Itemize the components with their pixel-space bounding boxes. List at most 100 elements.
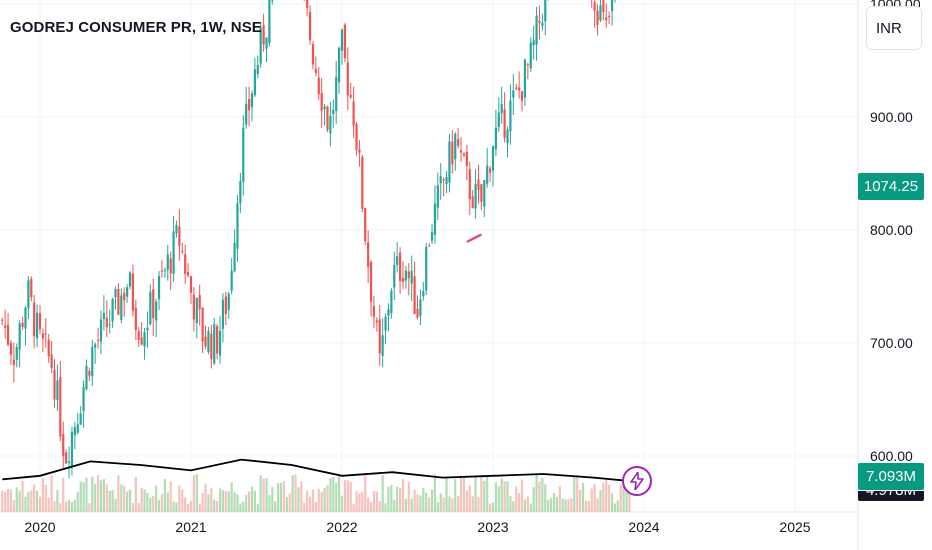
candle-body xyxy=(451,141,454,165)
volume-bar xyxy=(314,501,317,512)
volume-bar xyxy=(593,484,596,512)
candle-body xyxy=(12,359,15,365)
volume-bar xyxy=(277,483,280,512)
volume-bar xyxy=(390,484,393,512)
volume-bar xyxy=(102,479,105,512)
volume-bar xyxy=(259,475,262,512)
x-axis: 2020 2021 2022 2023 2024 2025 xyxy=(24,519,810,535)
volume-bar xyxy=(419,495,422,512)
volume-bar xyxy=(172,501,175,512)
volume-bar xyxy=(459,475,463,512)
candle-body xyxy=(207,331,210,352)
volume-bar xyxy=(239,503,242,512)
candle-body xyxy=(329,115,332,134)
volume-bar xyxy=(204,483,207,512)
candle-body xyxy=(21,322,24,327)
volume-ma-value: 4.978M xyxy=(858,491,924,499)
candle-body xyxy=(526,64,529,66)
volume-bar xyxy=(297,487,300,512)
candle-body xyxy=(387,309,390,316)
volume-bar xyxy=(140,487,143,512)
volume-bar xyxy=(486,476,489,512)
volume-bar xyxy=(96,474,100,512)
candle-body xyxy=(50,354,53,369)
volume-bar xyxy=(381,474,384,512)
candle-body xyxy=(317,77,320,95)
volume-bar xyxy=(175,502,178,512)
volume-bar xyxy=(247,491,251,512)
candle-body xyxy=(126,287,129,297)
candle-body xyxy=(163,269,166,271)
candle-body xyxy=(459,150,463,153)
volume-bar xyxy=(428,497,431,512)
volume-bar xyxy=(56,489,59,512)
candle-body xyxy=(311,44,315,65)
volume-bar xyxy=(195,474,198,512)
volume-bar xyxy=(625,474,628,512)
volume-bar xyxy=(67,499,71,512)
volume-bar xyxy=(137,503,140,512)
volume-bar xyxy=(337,474,341,512)
candle-body xyxy=(506,129,509,144)
candle-body xyxy=(445,176,448,184)
volume-bar xyxy=(587,500,590,512)
volume-bar xyxy=(509,496,512,512)
volume-bar xyxy=(306,490,309,512)
volume-bar xyxy=(65,501,68,512)
candle-body xyxy=(56,380,59,401)
volume-bar xyxy=(12,500,15,512)
candle-body xyxy=(532,40,535,46)
candle-body xyxy=(396,256,399,265)
volume-bar xyxy=(126,491,129,512)
volume-bar xyxy=(619,484,622,512)
volume-bar xyxy=(442,497,445,512)
candle-body xyxy=(76,424,79,433)
candle-body xyxy=(201,307,204,342)
candle-body xyxy=(189,276,193,293)
volume-bar xyxy=(62,477,65,512)
volume-bar xyxy=(213,499,216,512)
volume-bar xyxy=(346,479,349,512)
volume-bar xyxy=(224,491,227,512)
candle-body xyxy=(352,101,355,126)
candle-body xyxy=(128,272,132,287)
volume-bar xyxy=(207,494,210,512)
candle-body xyxy=(218,330,222,356)
candle-body xyxy=(67,461,71,464)
volume-bar xyxy=(416,494,419,512)
candle-body xyxy=(91,346,94,377)
candle-body xyxy=(157,275,161,300)
candle-body xyxy=(213,324,216,364)
volume-bar xyxy=(274,501,277,512)
candle-body xyxy=(94,344,97,348)
volume-bar xyxy=(253,490,256,512)
candle-body xyxy=(471,196,474,209)
volume-bar xyxy=(488,503,492,512)
candle-body xyxy=(99,319,103,342)
volume-bar xyxy=(76,491,79,512)
volume-bar xyxy=(189,501,193,512)
volume-bar xyxy=(474,475,477,512)
candle-body xyxy=(6,324,10,345)
candle-body xyxy=(523,59,527,98)
volume-bar xyxy=(108,490,111,512)
volume-bar xyxy=(352,503,355,512)
volume-bar xyxy=(616,500,619,512)
volume-bar xyxy=(422,487,425,512)
candle-body xyxy=(361,157,364,209)
currency-button[interactable]: INR xyxy=(866,6,922,50)
candle-body xyxy=(425,247,428,291)
volume-bar xyxy=(558,486,561,512)
volume-bar xyxy=(364,475,367,512)
y-tick-label: 600.00 xyxy=(870,448,913,464)
volume-bar xyxy=(491,502,495,512)
alert-button[interactable] xyxy=(622,466,652,496)
volume-ma-badge: 4.978M xyxy=(858,491,924,501)
y-tick-label: 700.00 xyxy=(870,335,913,351)
volume-bar xyxy=(497,486,500,512)
volume-bar xyxy=(166,492,169,512)
volume-bar xyxy=(628,483,631,512)
volume-bar xyxy=(378,501,381,512)
volume-bar xyxy=(131,503,135,512)
